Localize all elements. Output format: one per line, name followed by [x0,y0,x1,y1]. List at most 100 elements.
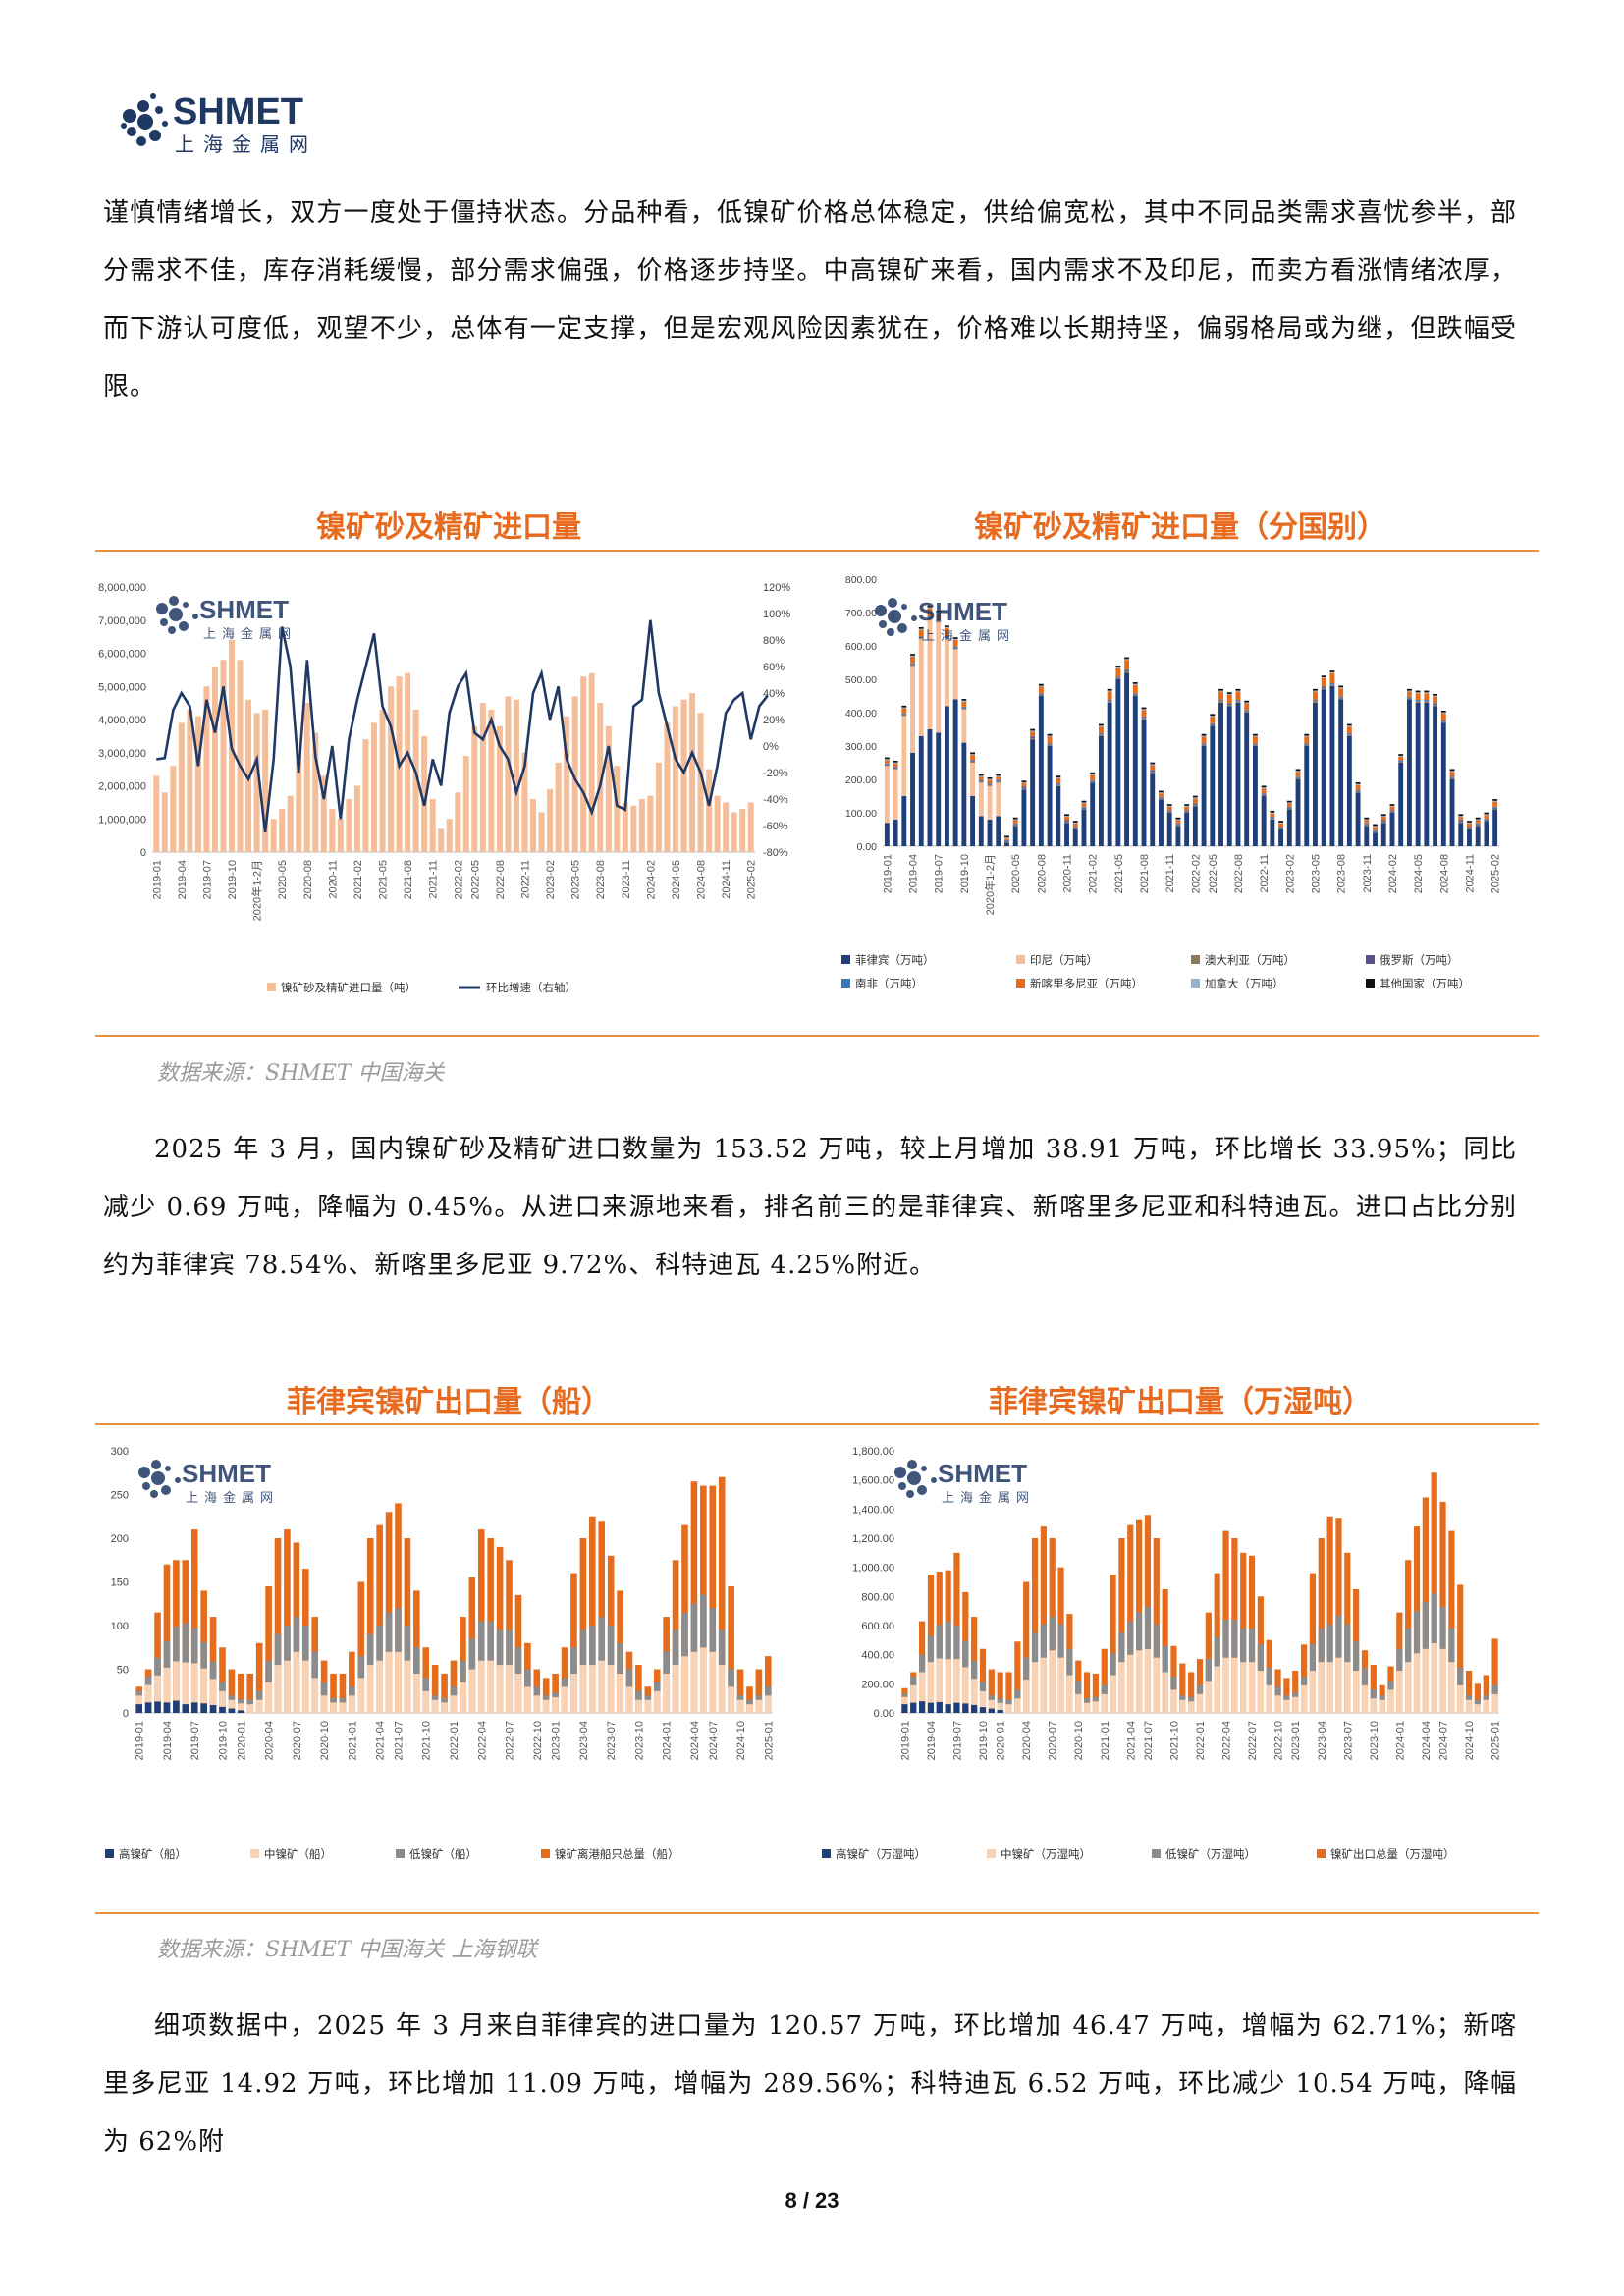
bar-segment-6 [1261,787,1267,789]
legend-swatch [105,1849,114,1858]
bar-segment-2 [1014,1689,1021,1699]
bar-segment-4 [1270,817,1275,819]
bar-segment-7 [944,625,949,627]
bar-import-volume [513,699,519,852]
bar-segment-2 [764,1686,772,1696]
bar-segment-1 [927,618,933,729]
bar-import-volume [622,802,628,852]
bar-segment-2 [1261,794,1267,796]
bar-segment-2 [1300,1676,1308,1685]
bar-segment-2 [255,1690,263,1700]
bar-segment-1 [1405,1662,1412,1713]
bar-segment-6 [996,775,1001,777]
bar-segment-7 [961,699,967,701]
bar-segment-3 [927,617,933,618]
bar-segment-2 [1313,701,1318,703]
bar-segment-6 [1440,712,1446,714]
bar-segment-1 [1162,1672,1168,1713]
legend-label: 菲律宾（万吨） [855,953,935,967]
bar-segment-0 [901,796,907,846]
bar-segment-2 [1170,1676,1177,1690]
bar-segment-2 [1132,694,1138,696]
bar-import-volume [555,762,562,852]
x-tick-label: 2019-07 [934,854,946,893]
watermark-dot [911,615,917,621]
legend-label: 低镍矿（船） [409,1847,477,1861]
bar-segment-3 [1484,819,1489,821]
bar-segment-2 [200,1641,207,1669]
bar-segment-4 [1346,733,1352,735]
bar-segment-4 [1433,703,1438,705]
y-tick-label: 0.00 [874,1708,894,1720]
bar-segment-5 [1141,710,1147,718]
bar-segment-1 [987,785,993,820]
bar-segment-5 [901,708,907,714]
bar-segment-1 [1318,1662,1325,1713]
bar-segment-7 [952,637,958,639]
bar-segment-1 [366,1665,374,1713]
bar-segment-0 [1398,763,1404,846]
bar-total [238,1673,244,1713]
bar-segment-6 [1449,771,1455,773]
x-tick-label: 2021-04 [375,1721,387,1760]
bar-segment-2 [970,761,976,763]
bar-segment-3 [1004,840,1009,842]
bar-segment-7 [978,774,984,776]
bar-segment-4 [1492,806,1498,808]
bar-segment-3 [1380,821,1386,823]
bar-segment-0 [901,1704,908,1713]
bar-segment-5 [1064,817,1069,821]
x-tick-label: 2021-10 [421,1721,433,1760]
bar-segment-2 [1081,808,1087,810]
bar-segment-6 [961,700,967,702]
bar-segment-1 [971,1679,978,1705]
bar-segment-0 [1286,809,1292,846]
bar-import-volume [362,739,369,852]
bar-segment-2 [690,1603,698,1652]
bar-segment-1 [265,1682,272,1713]
x-tick-label: 2020年1-2月 [983,854,997,915]
bar-total [357,1581,365,1713]
watermark-dot [907,1460,917,1469]
bar-segment-2 [1083,1698,1091,1703]
bar-segment-2 [1257,1644,1264,1671]
bar-total [219,1647,226,1713]
y-tick-label-left: 6,000,000 [98,649,146,661]
bar-segment-2 [635,1690,642,1700]
bar-segment-1 [979,1690,987,1708]
bar-segment-2 [1030,738,1036,740]
bar-segment-3 [970,761,976,762]
bar-segment-4 [1244,710,1250,712]
bar-segment-6 [936,612,942,614]
bar-segment-1 [589,1665,596,1713]
bar-segment-7 [1184,804,1190,806]
bar-segment-2 [1380,822,1386,824]
line-mom-growth [156,619,769,832]
bar-segment-2 [1424,701,1430,703]
bar-segment-1 [625,1686,633,1713]
bar-segment-3 [1030,737,1036,739]
bar-segment-2 [1201,744,1207,746]
bar-segment-2 [552,1692,559,1697]
bar-segment-6 [1166,805,1172,807]
bar-segment-1 [1491,1693,1498,1713]
bar-segment-2 [524,1669,531,1687]
watermark-dot [169,596,179,606]
bar-segment-5 [1313,691,1318,701]
bar-segment-0 [1047,746,1053,846]
bar-segment-5 [961,701,967,707]
bar-segment-3 [1021,787,1027,789]
x-tick-label: 2025-02 [746,860,758,899]
bar-segment-5 [1107,691,1112,701]
x-tick-label: 2022-04 [476,1721,488,1760]
bar-segment-6 [1373,826,1378,828]
bar-total [1014,1641,1021,1713]
bar-total [718,1476,726,1713]
bar-segment-2 [755,1695,763,1700]
x-tick-label: 2023-07 [1342,1721,1354,1760]
bar-segment-7 [1321,675,1326,677]
bar-segment-5 [1270,813,1275,818]
bar-segment-0 [209,1704,217,1713]
bar-segment-4 [1252,743,1258,745]
bar-segment-7 [1449,769,1455,772]
